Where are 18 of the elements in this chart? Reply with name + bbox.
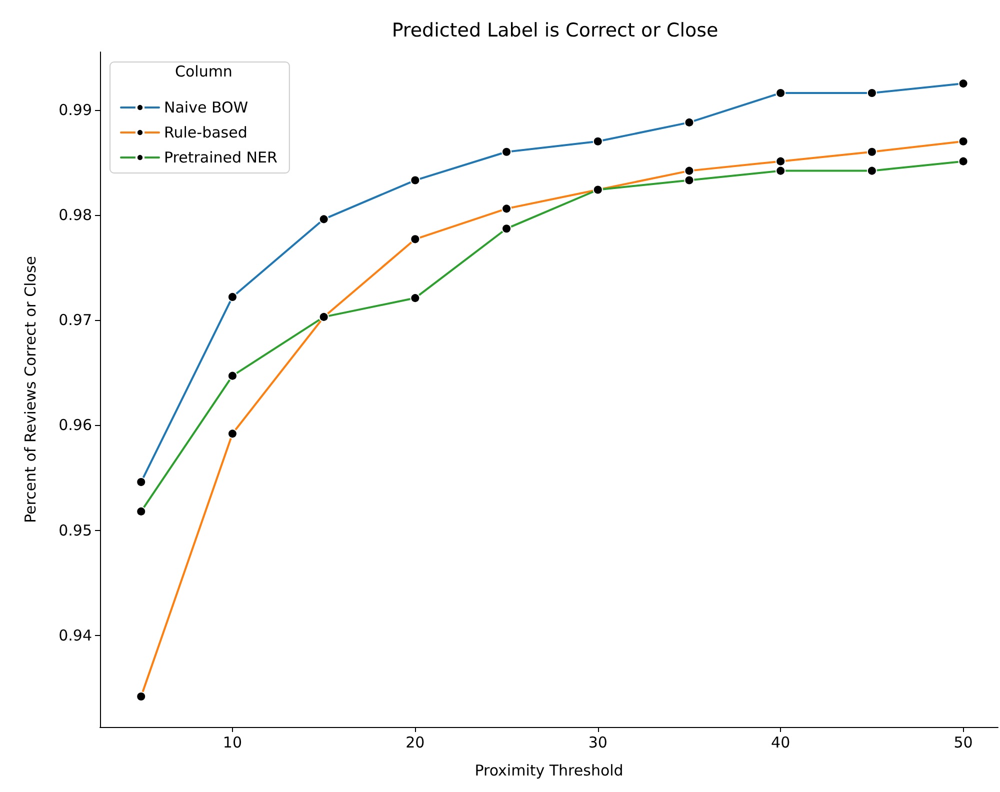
y-tick-label: 0.97 xyxy=(58,311,92,330)
x-axis-title: Proximity Threshold xyxy=(474,762,624,780)
x-tick-label: 40 xyxy=(771,734,790,752)
chart-title: Predicted Label is Correct or Close xyxy=(392,20,718,42)
x-tick-label: 10 xyxy=(222,734,242,752)
x-tick-label: 20 xyxy=(406,734,425,752)
y-tick-label: 0.99 xyxy=(58,100,92,119)
y-tick-label: 0.98 xyxy=(58,206,92,224)
y-axis-title: Percent of Reviews Correct or Close xyxy=(22,256,40,524)
legend-label: Rule-based xyxy=(164,124,248,142)
y-tick-label: 0.94 xyxy=(58,626,92,645)
y-tick-label: 0.95 xyxy=(58,521,92,540)
legend-title: Column xyxy=(175,62,232,80)
legend-label: Naive BOW xyxy=(164,98,248,116)
y-tick-label: 0.96 xyxy=(58,416,92,434)
legend-label: Pretrained NER xyxy=(164,148,278,166)
x-tick-label: 30 xyxy=(588,734,608,752)
x-tick-label: 50 xyxy=(954,734,973,752)
